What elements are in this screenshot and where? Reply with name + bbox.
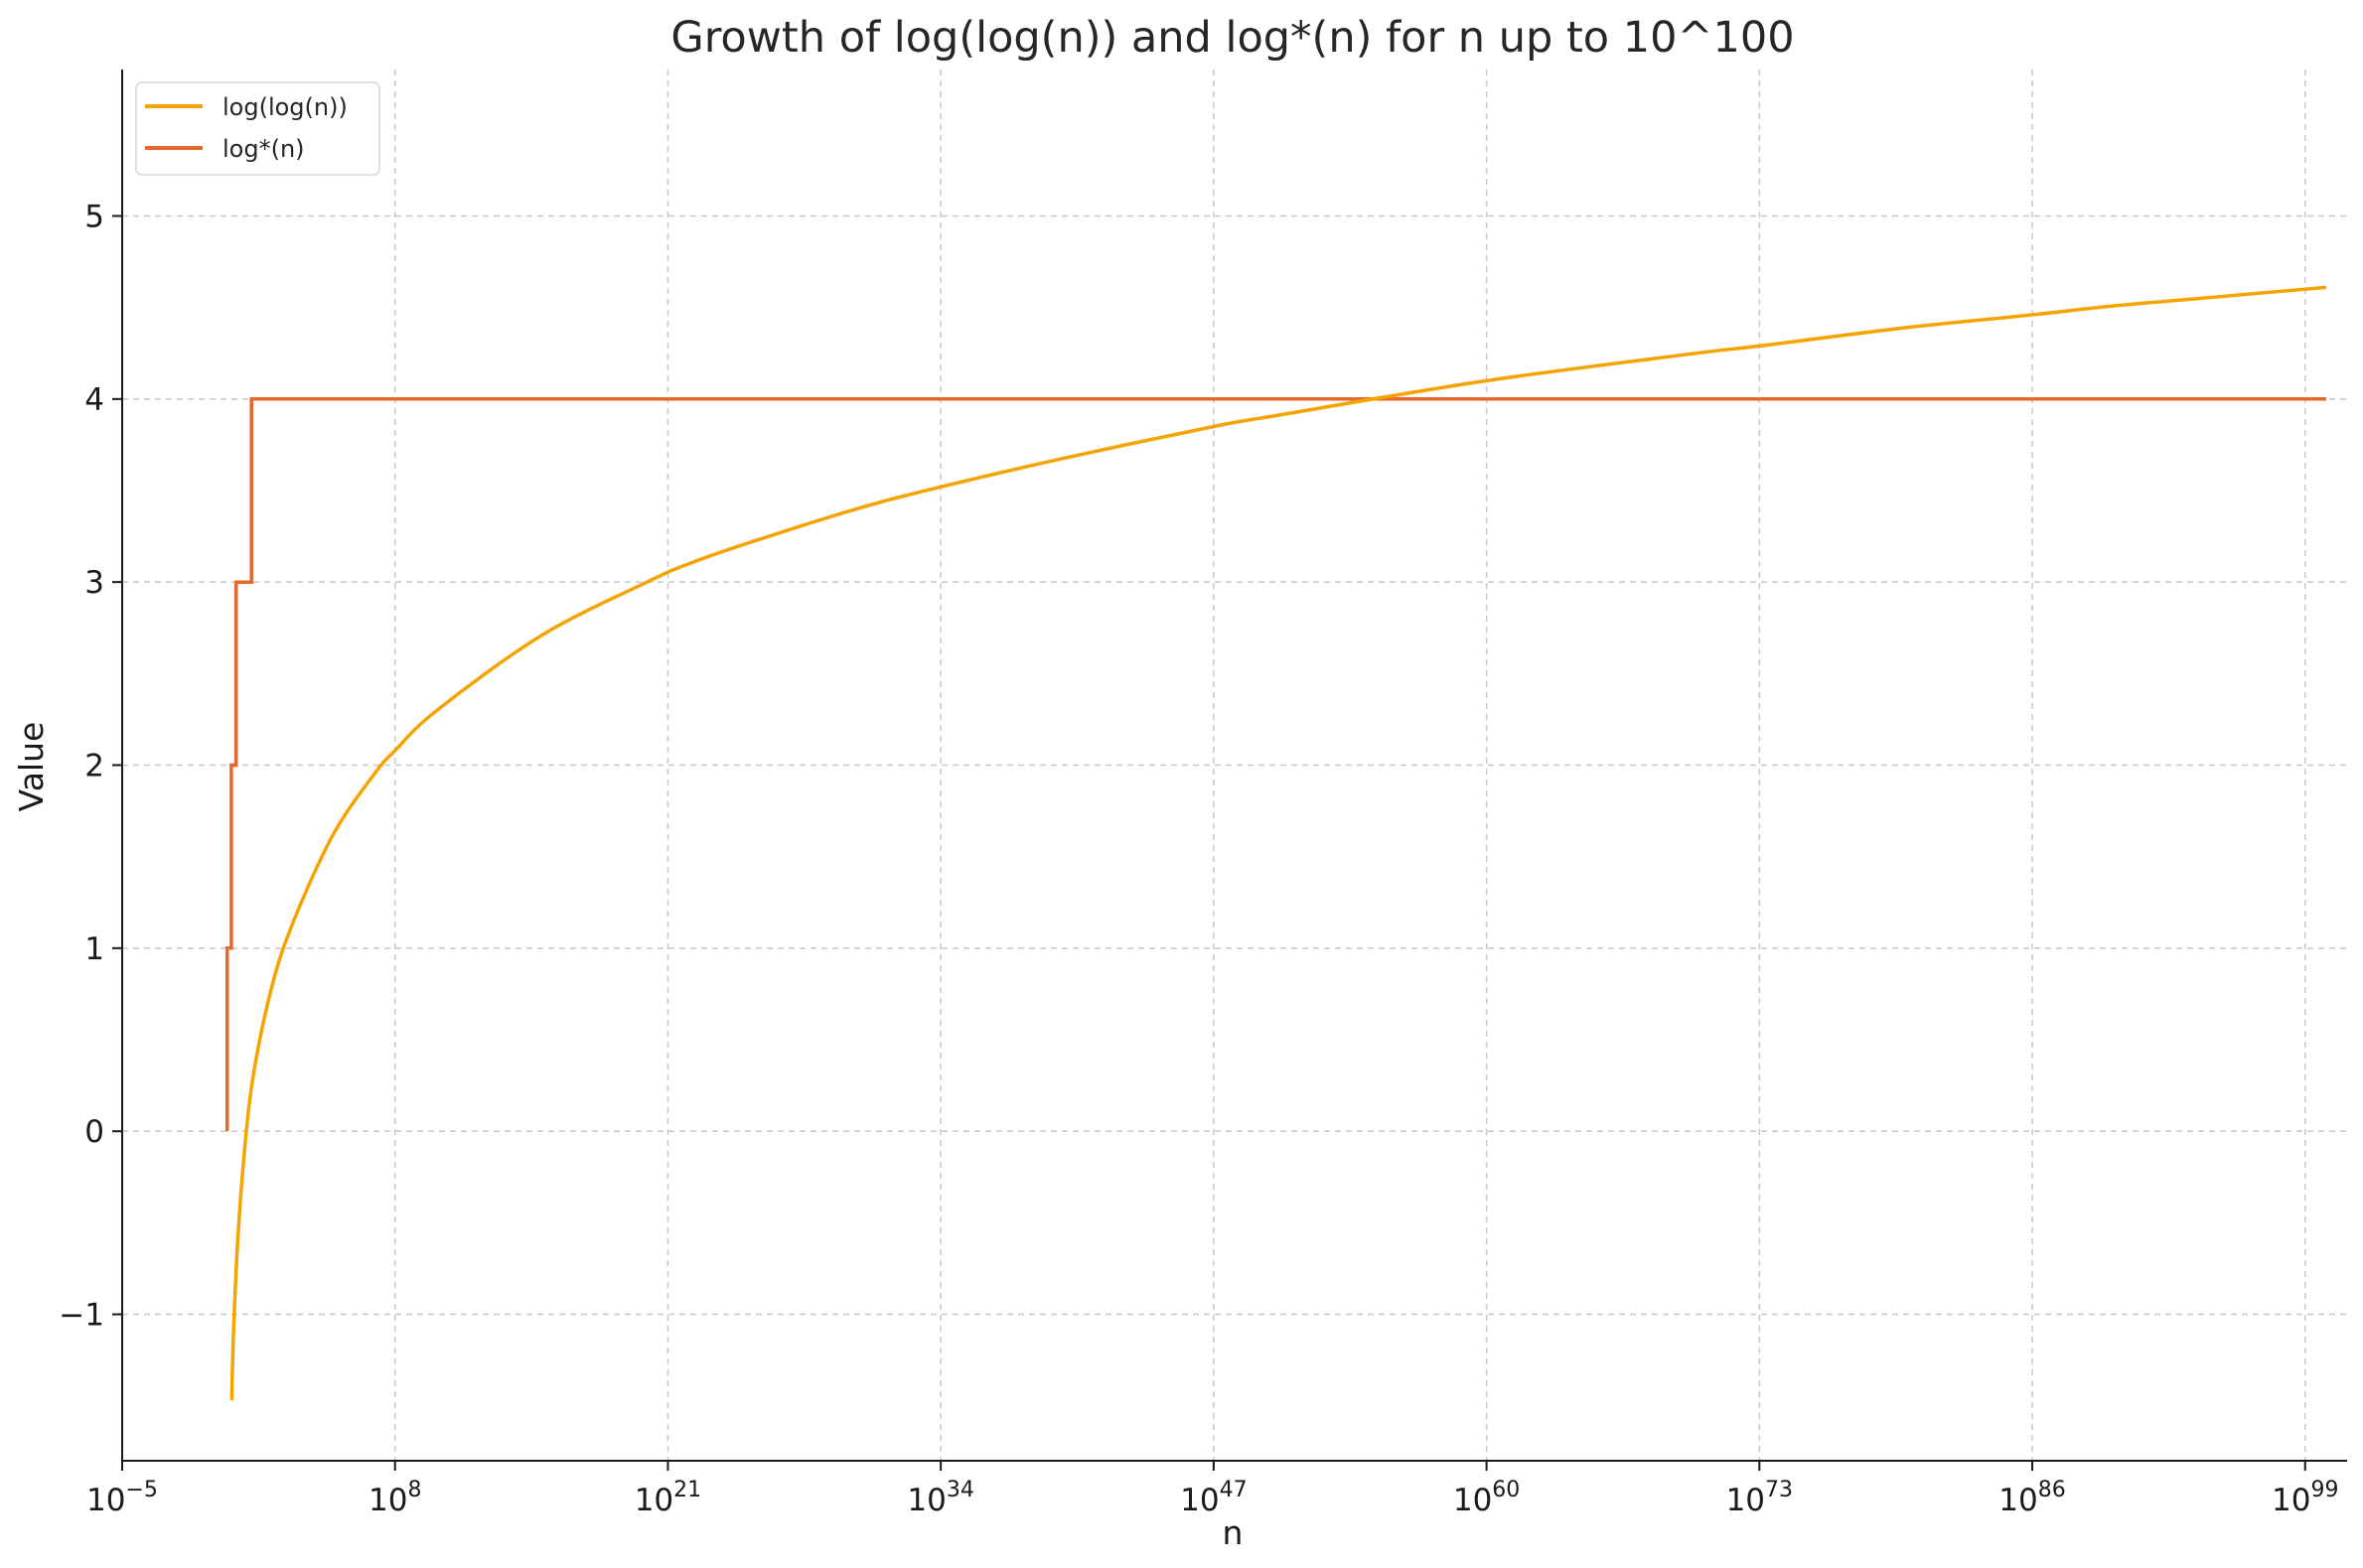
x-tick-label: 1060 [1453,1478,1520,1518]
y-ticks: −1 0 1 2 3 4 5 [59,199,122,1334]
x-tick-label-base: 10 [1180,1483,1219,1518]
series-layer [224,285,2327,1401]
x-tick-label: 1073 [1726,1478,1793,1518]
y-tick-label: −1 [59,1298,104,1334]
y-tick-label: 5 [84,199,104,234]
x-tick-label-exponent: 60 [1492,1478,1520,1502]
y-axis-label: Value [12,722,51,812]
x-tick-label-base: 10 [1453,1483,1492,1518]
x-tick-label-base: 10 [635,1483,673,1518]
x-tick-label: 108 [369,1478,421,1518]
legend-label-loglog: log(log(n)) [222,93,348,121]
x-tick-label-exponent: 99 [2310,1478,2338,1502]
grid [122,70,2347,1461]
y-tick-label: 2 [84,749,104,784]
x-tick-label-base: 10 [369,1483,407,1518]
x-tick-label: 10−5 [86,1478,158,1518]
x-tick-label-base: 10 [907,1483,946,1518]
x-tick-label-exponent: 8 [407,1478,421,1502]
x-axis-label: n [1223,1513,1244,1552]
x-tick-label: 1047 [1180,1478,1247,1518]
x-tick-label-exponent: 21 [673,1478,701,1502]
x-tick-label-base: 10 [1998,1483,2037,1518]
x-tick-label: 1021 [635,1478,701,1518]
x-tick-label: 1086 [1998,1478,2065,1518]
series-line-logstar [224,397,2326,1132]
x-tick-label-exponent: 86 [2038,1478,2066,1502]
legend-label-logstar: log*(n) [222,135,305,163]
series-line-loglog [229,285,2327,1401]
x-tick-label-exponent: 34 [947,1478,974,1502]
x-tick-label: 1099 [2272,1478,2338,1518]
x-tick-label-exponent: 73 [1765,1478,1793,1502]
x-tick-label-base: 10 [86,1483,125,1518]
x-ticks: 10−5 108 1021 1034 1047 1060 1073 1086 1099 [86,1461,2338,1518]
chart-title: Growth of log(log(n)) and log*(n) for n … [670,13,1794,63]
y-tick-label: 4 [84,382,104,418]
x-tick-label-base: 10 [2272,1483,2310,1518]
y-tick-label: 1 [84,931,104,967]
x-tick-label-exponent: 47 [1220,1478,1248,1502]
y-tick-label: 0 [84,1114,104,1150]
x-tick-label: 1034 [907,1478,973,1518]
x-tick-label-exponent: −5 [126,1478,158,1502]
y-tick-label: 3 [84,565,104,601]
legend: log(log(n)) log*(n) [135,81,380,176]
x-tick-label-base: 10 [1726,1483,1765,1518]
